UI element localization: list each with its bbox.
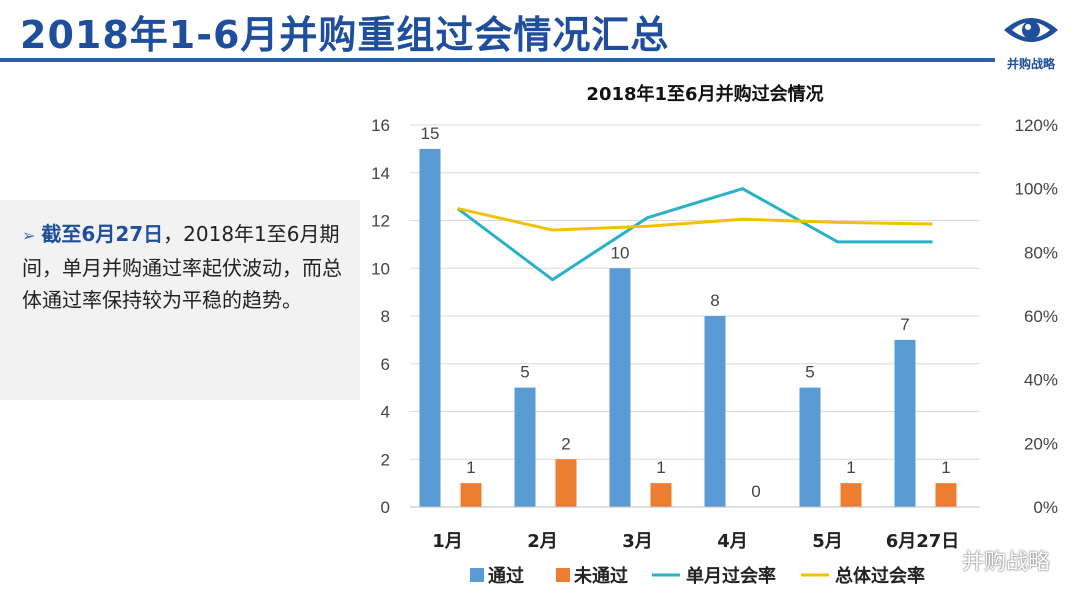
data-label: 0 <box>751 482 760 501</box>
bar-fail <box>460 483 482 507</box>
data-label: 5 <box>520 363 529 382</box>
summary-text: ，2018年1至6月期间，单月并购通过率起伏波动，而总体通过率保持较为平稳的趋势… <box>22 222 342 312</box>
legend-swatch <box>470 568 484 582</box>
x-tick-label: 1月 <box>432 531 463 552</box>
bar-fail <box>650 483 672 507</box>
left-tick-label: 12 <box>371 212 390 231</box>
logo-text: 并购战略 <box>1006 57 1055 71</box>
bullet-arrow-icon: ➢ <box>22 226 36 245</box>
page-title: 2018年1-6月并购重组过会情况汇总 <box>20 13 670 57</box>
left-tick-label: 14 <box>371 164 390 183</box>
bar-fail <box>840 483 862 507</box>
header-divider <box>0 58 995 62</box>
bar-fail <box>555 459 577 507</box>
watermark: 并购战略 <box>929 544 1050 576</box>
left-tick-label: 6 <box>381 355 390 374</box>
summary-panel <box>0 200 360 400</box>
right-tick-label: 60% <box>1024 307 1058 326</box>
legend-swatch <box>556 568 570 582</box>
summary-bullet: ➢ 截至6月27日，2018年1至6月期间，单月并购通过率起伏波动，而总体通过率保… <box>22 218 352 316</box>
data-label: 15 <box>421 124 440 143</box>
left-axis: 0 2 4 6 8 10 12 14 16 <box>371 116 390 517</box>
right-tick-label: 20% <box>1024 434 1058 453</box>
left-tick-label: 10 <box>371 259 390 278</box>
right-tick-label: 40% <box>1024 371 1058 390</box>
x-tick-label: 2月 <box>527 531 558 552</box>
data-label: 1 <box>466 458 475 477</box>
right-tick-label: 0% <box>1033 498 1058 517</box>
legend-label: 总体过会率 <box>835 565 925 587</box>
data-label: 5 <box>805 363 814 382</box>
left-tick-label: 4 <box>381 403 390 422</box>
summary-highlight: 截至6月27日 <box>41 222 164 246</box>
x-axis: 1月 2月 3月 4月 5月 6月27日 <box>410 506 980 552</box>
right-tick-label: 100% <box>1015 180 1058 199</box>
line-overall-rate <box>457 206 933 232</box>
x-tick-label: 3月 <box>622 531 653 552</box>
left-tick-label: 2 <box>381 450 390 469</box>
brand-logo: 并购战略 <box>1000 8 1062 72</box>
wechat-icon <box>929 552 956 574</box>
left-tick-label: 0 <box>381 498 390 517</box>
legend-label: 单月过会率 <box>686 565 776 587</box>
data-label: 8 <box>710 291 719 310</box>
line-series <box>456 187 933 282</box>
data-label: 1 <box>846 458 855 477</box>
line-monthly-rate <box>456 187 933 282</box>
data-label: 10 <box>611 243 630 262</box>
right-tick-label: 80% <box>1024 243 1058 262</box>
legend-label: 未通过 <box>574 565 628 587</box>
x-tick-label: 4月 <box>717 531 748 552</box>
x-tick-label: 6月27日 <box>886 531 960 552</box>
chart-legend: 通过 未通过 单月过会率 总体过会率 <box>470 565 925 587</box>
bar-pass <box>704 316 726 507</box>
watermark-text: 并购战略 <box>961 550 1050 575</box>
left-tick-label: 16 <box>371 116 390 135</box>
right-axis: 0% 20% 40% 60% 80% 100% 120% <box>1015 116 1058 517</box>
right-tick-label: 120% <box>1015 116 1058 135</box>
bar-pass <box>514 387 536 507</box>
data-label: 7 <box>900 315 909 334</box>
bar-pass <box>609 268 631 507</box>
chart-title: 2018年1至6月并购过会情况 <box>586 83 823 105</box>
data-label: 2 <box>561 434 570 453</box>
bar-pass <box>894 339 916 507</box>
bar-pass <box>799 387 821 507</box>
x-tick-label: 5月 <box>812 531 843 552</box>
bar-fail <box>935 483 957 507</box>
eye-icon <box>1004 18 1058 42</box>
data-label: 1 <box>941 458 950 477</box>
legend-label: 通过 <box>488 565 524 587</box>
bar-pass <box>419 148 441 507</box>
left-tick-label: 8 <box>381 307 390 326</box>
data-label: 1 <box>656 458 665 477</box>
